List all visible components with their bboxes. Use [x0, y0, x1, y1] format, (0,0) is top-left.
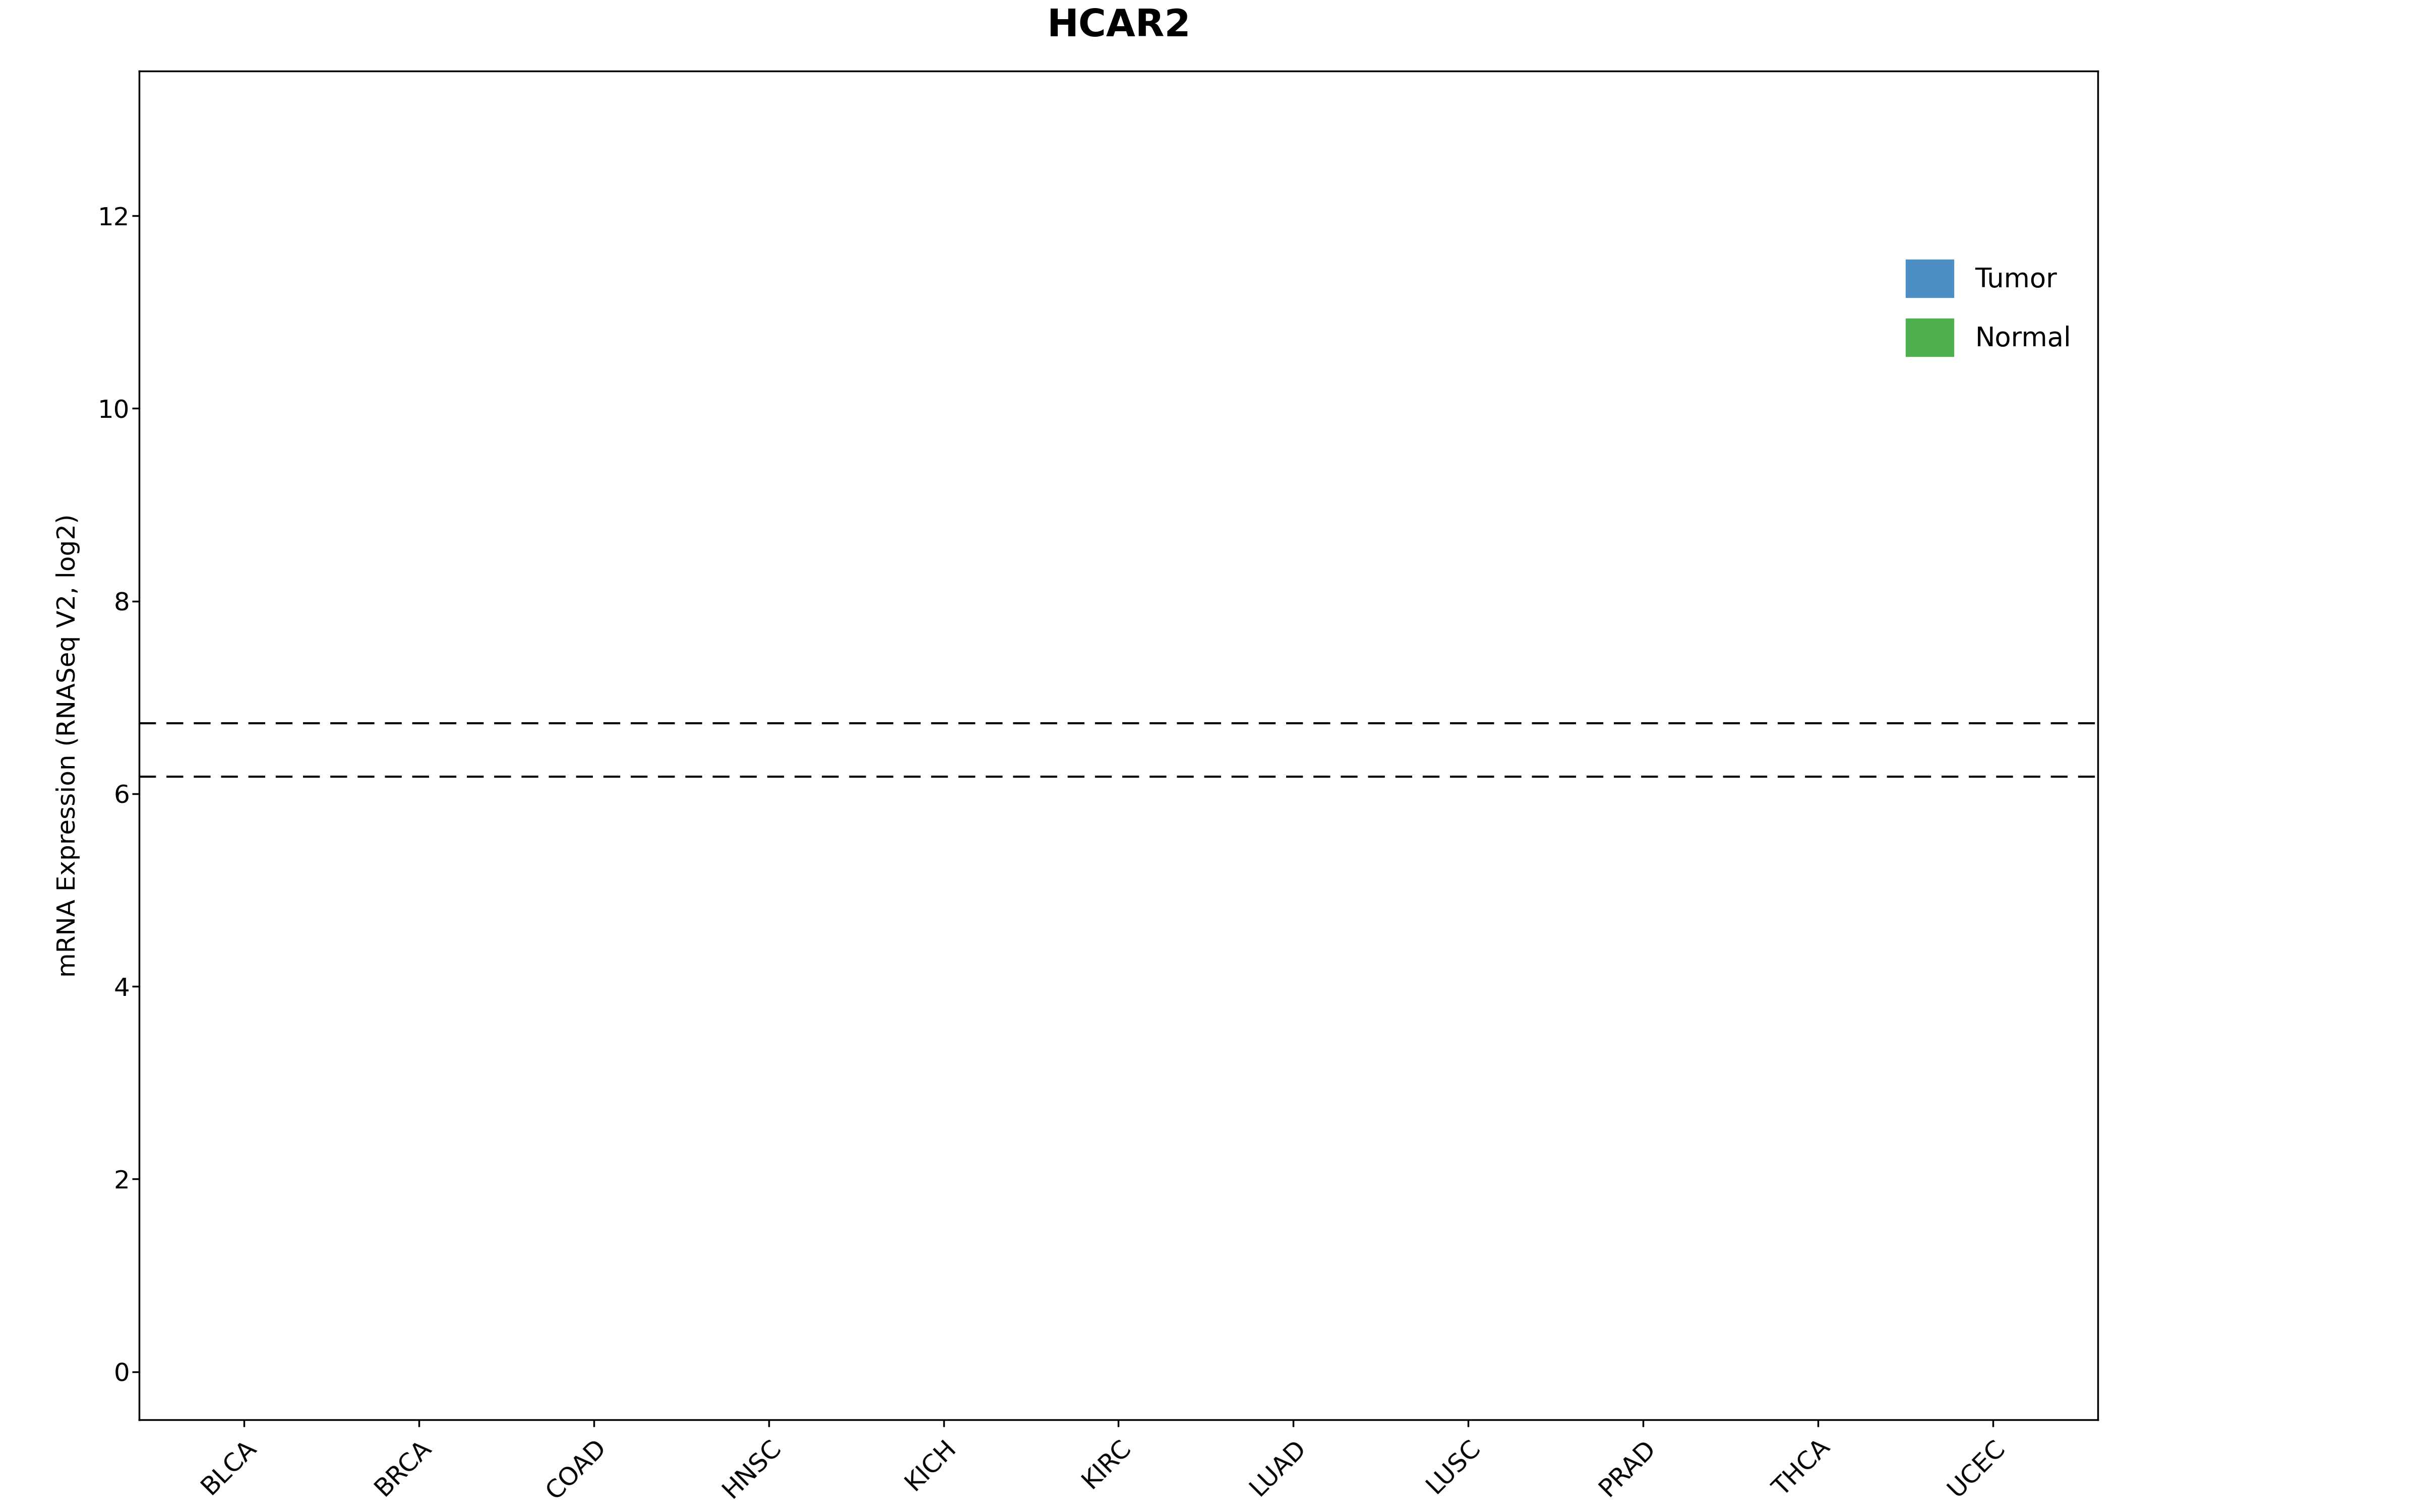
Title: HCAR2: HCAR2	[1045, 8, 1191, 44]
Legend: Tumor, Normal: Tumor, Normal	[1892, 246, 2084, 369]
Y-axis label: mRNA Expression (RNASeq V2, log2): mRNA Expression (RNASeq V2, log2)	[56, 514, 80, 977]
